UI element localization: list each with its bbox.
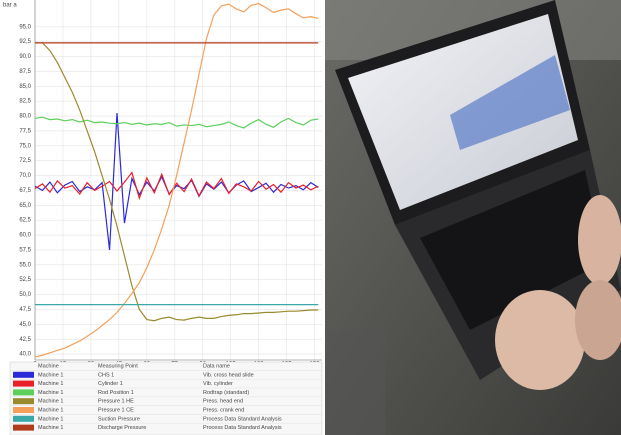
legend-cell: Vib. cylinder [203,381,233,387]
y-tick-label: 92,5 [19,39,31,45]
legend-swatch [13,389,34,395]
legend-swatch [13,372,34,378]
legend-cell: Rod Position 1 [98,390,134,396]
y-tick-label: 70,0 [19,173,31,179]
legend-swatch [13,425,34,431]
legend-cell: Press. head end [203,399,243,405]
legend-swatch [13,398,34,404]
y-tick-label: 72,5 [19,158,31,164]
legend-cell: Machine 1 [38,416,63,422]
legend-cell: Press. crank end [203,407,244,413]
y-tick-label: 60,0 [19,233,31,239]
y-unit: bar a [3,3,17,9]
legend-swatch [13,381,34,387]
legend-cell: Cylinder 1 [98,381,123,387]
y-tick-label: 57,5 [19,247,31,253]
y-tick-label: 95,0 [19,24,31,30]
y-tick-label: 80,0 [19,114,31,120]
legend-swatch [13,407,34,413]
y-tick-label: 65,0 [19,203,31,209]
legend-cell: Machine 1 [38,399,63,405]
y-tick-label: 45,0 [19,322,31,328]
legend-header: Measuring Point [98,363,138,369]
y-tick-label: 55,0 [19,262,31,268]
legend-cell: Machine 1 [38,381,63,387]
y-tick-label: 82,5 [19,99,31,105]
legend-cell: Discharge Pressure [98,425,146,431]
legend-cell: Rodtrap (standard) [203,390,249,396]
legend-cell: Pressure 1 CE [98,407,134,413]
legend-cell: Vib. cross head slide [203,372,254,378]
y-tick-label: 85,0 [19,84,31,90]
y-tick-label: 40,0 [19,352,31,358]
legend-cell: Machine 1 [38,407,63,413]
y-tick-label: 52,5 [19,277,31,283]
legend-cell: Process Data Standard Analysis [203,425,282,431]
legend-cell: Machine 1 [38,372,63,378]
y-tick-label: 87,5 [19,69,31,75]
legend-cell: CHS 1 [98,372,114,378]
y-tick-label: 42,5 [19,337,31,343]
legend-header: Machine [38,363,59,369]
y-tick-label: 67,5 [19,188,31,194]
legend-cell: Pressure 1 HE [98,399,134,405]
legend-cell: Suction Pressure [98,416,140,422]
legend-cell: Process Data Standard Analysis [203,416,282,422]
legend-cell: Machine 1 [38,425,63,431]
legend-swatch [13,416,34,422]
legend-cell: Machine 1 [38,390,63,396]
page: bar a 40,0 42,5 45,0 47,5 50,0 52,5 55,0 57,5 60… [0,0,621,435]
y-tick-label: 75,0 [19,143,31,149]
y-tick-label: 47,5 [19,307,31,313]
laptop-photo [325,0,621,435]
y-tick-label: 50,0 [19,292,31,298]
y-tick-label: 90,0 [19,54,31,60]
legend-header: Data name [203,363,230,369]
y-tick-label: 77,5 [19,128,31,134]
y-tick-label: 62,5 [19,218,31,224]
